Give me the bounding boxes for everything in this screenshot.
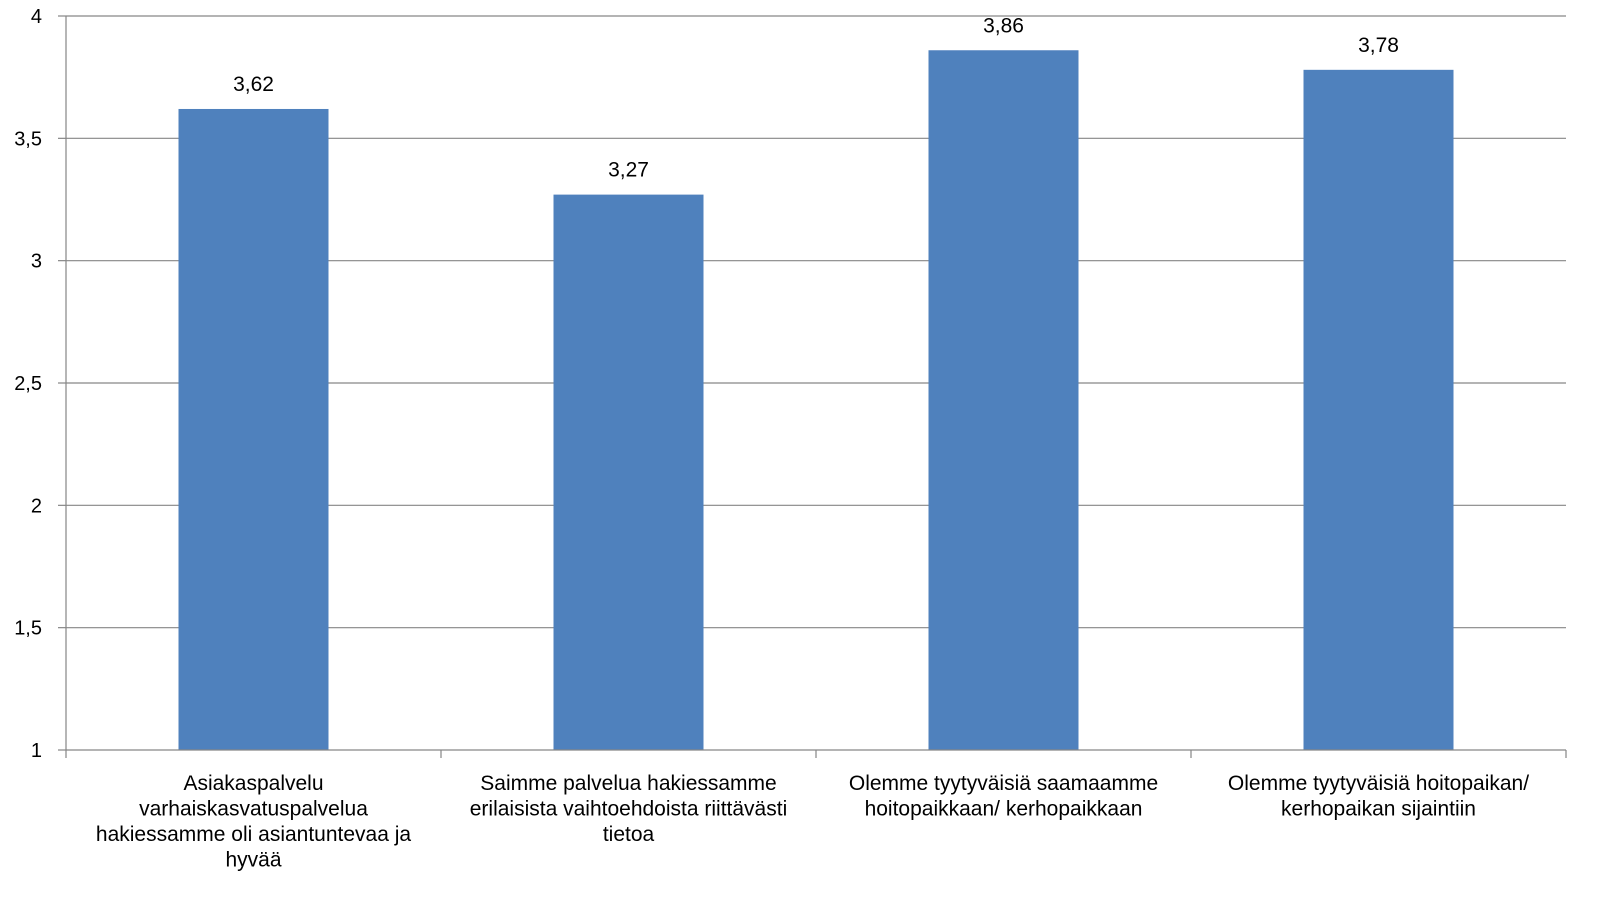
x-category-label-line: erilaisista vaihtoehdoista riittävästi: [470, 798, 787, 821]
x-category-label-line: varhaiskasvatuspalvelua: [139, 798, 368, 821]
labels: 1 1,5 2 2,5 3 3,5 4 3,62 3,27 3,86 3,78 Asiakaspalv…: [14, 6, 1529, 872]
y-tick-label: 3: [31, 251, 42, 273]
x-category-label-line: Olemme tyytyväisiä hoitopaikan/: [1228, 772, 1529, 795]
y-tick-label: 4: [31, 6, 42, 28]
x-category-label: Asiakaspalvelu varhaiskasvatuspalvelua hak…: [96, 772, 411, 872]
bars: [178, 50, 1454, 751]
y-tick-label: 1,5: [14, 618, 42, 640]
x-category-label-line: hyvää: [225, 849, 281, 872]
data-label: 3,62: [233, 73, 274, 96]
y-tick-label: 2: [31, 495, 42, 517]
x-category-label-line: hoitopaikkaan/ kerhopaikkaan: [865, 798, 1143, 821]
x-category-label-line: Olemme tyytyväisiä saamaamme: [849, 772, 1158, 795]
x-category-label-line: Saimme palvelua hakiessamme: [480, 772, 776, 795]
bar: [928, 50, 1079, 750]
x-category-label-line: Asiakaspalvelu: [183, 772, 323, 795]
y-tick-label: 2,5: [14, 373, 42, 395]
x-category-label: Saimme palvelua hakiessamme erilaisista v…: [470, 772, 787, 846]
x-category-label-line: tietoa: [603, 823, 655, 846]
x-category-label: Olemme tyytyväisiä saamaamme hoitopaikkaa…: [849, 772, 1158, 821]
data-label: 3,78: [1358, 34, 1399, 57]
y-tick-label: 1: [31, 740, 42, 762]
axes: [58, 15, 1567, 758]
y-tick-label: 3,5: [14, 128, 42, 150]
x-category-label-line: kerhopaikan sijaintiin: [1281, 798, 1476, 821]
data-label: 3,27: [608, 159, 649, 182]
x-category-label-line: hakiessamme oli asiantuntevaa ja: [96, 823, 411, 846]
bar: [178, 108, 329, 751]
bar: [553, 194, 704, 750]
bar: [1303, 69, 1454, 751]
x-category-label: Olemme tyytyväisiä hoitopaikan/kerhopaik…: [1228, 772, 1529, 821]
data-label: 3,86: [983, 14, 1024, 37]
